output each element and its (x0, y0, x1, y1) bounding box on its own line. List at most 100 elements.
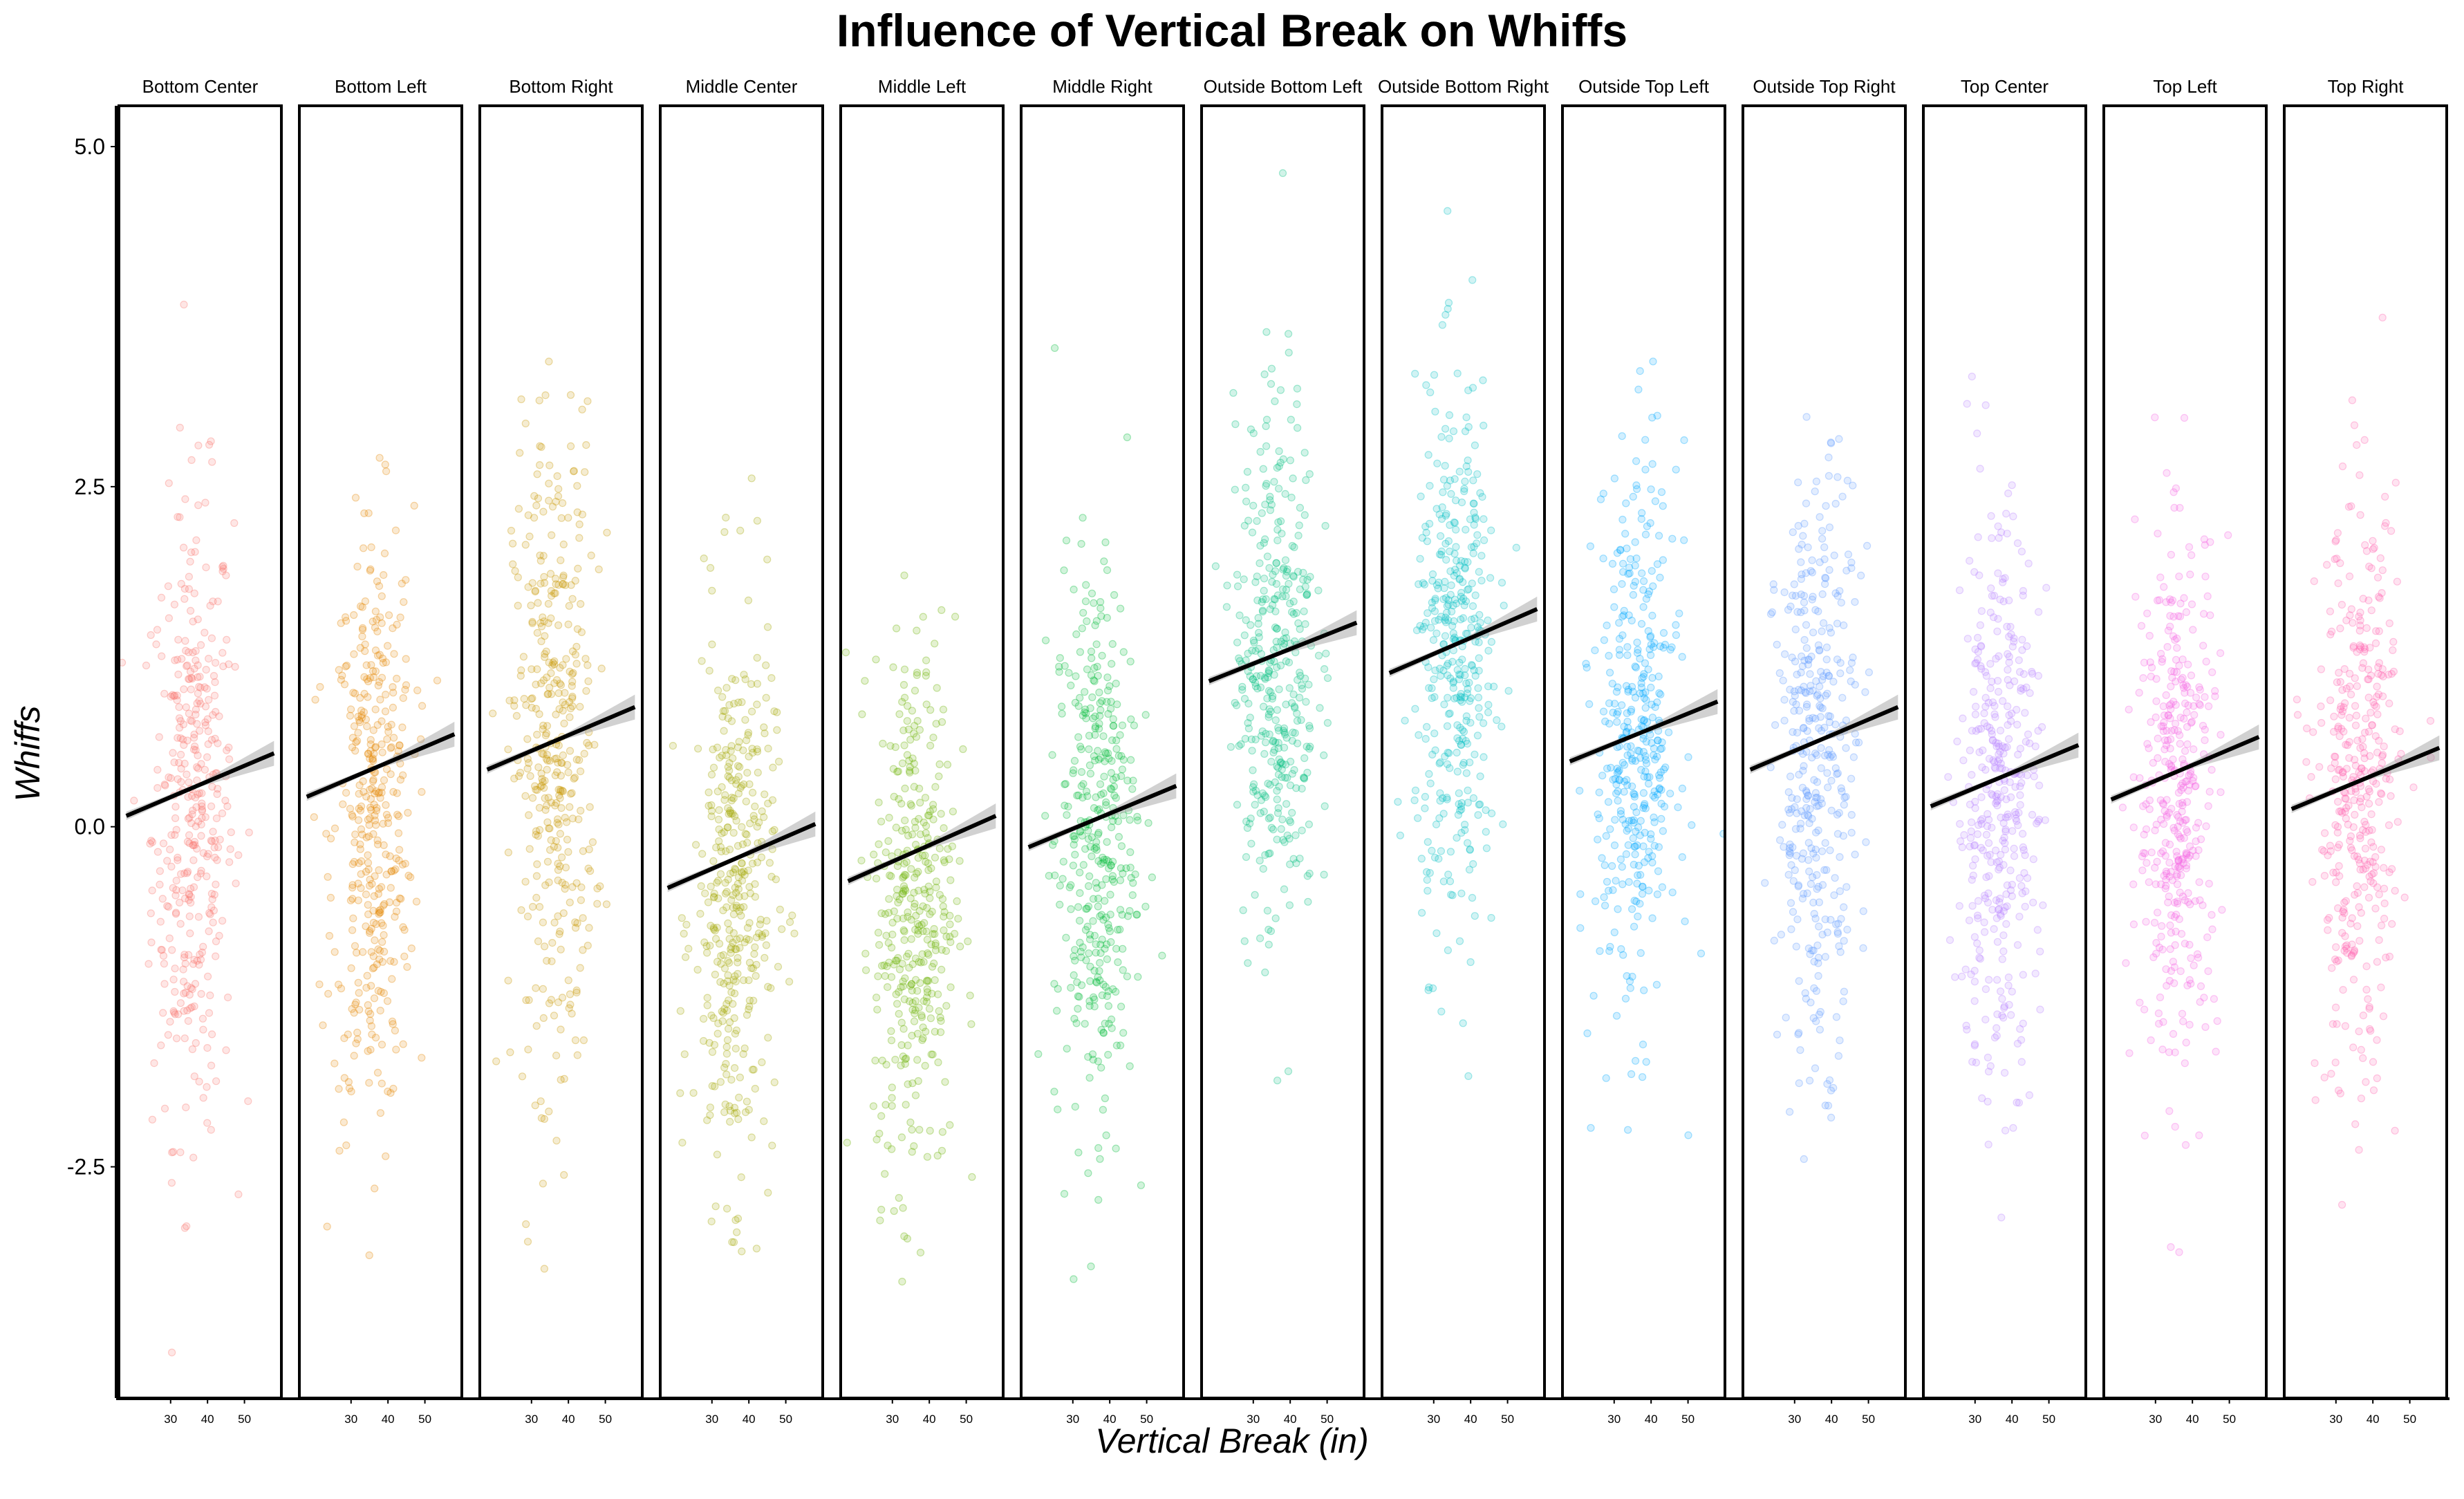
data-point (171, 891, 180, 900)
data-point (703, 1116, 711, 1124)
data-point (730, 1014, 738, 1023)
data-point (1128, 785, 1137, 793)
data-point (897, 1041, 906, 1050)
data-point (579, 847, 588, 855)
data-point (922, 829, 930, 837)
data-point (1620, 788, 1628, 796)
data-point (1296, 625, 1304, 633)
data-point (935, 891, 944, 899)
data-point (1473, 732, 1482, 740)
data-point (1804, 812, 1813, 820)
data-point (398, 579, 406, 588)
data-point (531, 587, 539, 596)
data-point (530, 782, 539, 790)
data-point (1465, 866, 1474, 874)
data-point (2002, 795, 2010, 803)
data-point (2176, 888, 2184, 897)
data-point (2166, 714, 2174, 723)
data-point (1998, 1012, 2006, 1020)
data-point (1242, 656, 1250, 664)
data-point (893, 862, 902, 870)
data-point (197, 832, 205, 840)
data-point (926, 741, 935, 750)
data-point (2332, 536, 2340, 544)
data-point (2143, 609, 2152, 617)
data-point (2351, 784, 2360, 793)
panel-border (478, 104, 644, 1399)
data-point (1249, 780, 1258, 788)
data-point (1619, 568, 1627, 576)
data-point (1459, 614, 1468, 622)
data-point (1073, 791, 1081, 800)
data-point (393, 620, 401, 629)
data-point (544, 689, 552, 698)
data-point (1262, 328, 1271, 336)
data-point (727, 797, 736, 805)
data-point (554, 621, 563, 629)
data-point (2142, 918, 2150, 926)
data-point (915, 1126, 924, 1134)
data-point (545, 824, 553, 832)
data-point (2369, 1058, 2378, 1066)
data-point (1286, 599, 1294, 608)
data-point (1279, 836, 1287, 844)
data-point (1633, 485, 1641, 494)
data-point (564, 620, 572, 629)
data-point (360, 788, 368, 796)
data-point (532, 830, 540, 839)
data-point (1654, 867, 1663, 875)
data-point (1464, 799, 1472, 807)
data-point (230, 519, 239, 528)
data-point (736, 526, 745, 535)
data-point (1425, 770, 1433, 779)
data-point (1995, 866, 2003, 874)
data-point (335, 666, 343, 674)
data-point (550, 660, 559, 669)
data-point (187, 717, 196, 725)
data-point (353, 736, 362, 745)
data-point (2359, 595, 2367, 603)
data-point (1441, 752, 1449, 761)
data-point (1450, 475, 1459, 483)
data-point (1292, 608, 1300, 617)
data-point (1797, 686, 1805, 695)
data-point (722, 745, 730, 754)
data-point (2357, 1095, 2365, 1103)
data-point (737, 911, 745, 920)
data-point (1302, 476, 1310, 485)
data-point (1818, 527, 1827, 535)
data-point (1811, 914, 1820, 923)
data-point (1303, 575, 1312, 584)
data-point (1437, 671, 1445, 680)
data-point (1094, 725, 1103, 733)
data-point (1814, 971, 1822, 980)
data-point (1426, 519, 1434, 528)
data-point (1808, 947, 1816, 955)
data-point (1825, 718, 1833, 727)
data-point (1828, 751, 1836, 759)
data-point (1126, 1062, 1134, 1070)
data-point (1830, 891, 1838, 900)
data-point (727, 747, 735, 755)
data-point (1802, 499, 1811, 508)
data-point (933, 1151, 942, 1160)
data-point (924, 951, 933, 959)
data-point (1271, 595, 1279, 604)
data-point (541, 794, 549, 803)
data-point (2190, 774, 2198, 782)
data-point (549, 658, 557, 667)
data-point (193, 699, 201, 707)
data-point (1434, 584, 1442, 593)
data-point (785, 978, 794, 986)
data-point (2339, 772, 2347, 781)
data-point (774, 757, 783, 766)
data-point (1289, 610, 1298, 618)
data-point (1803, 727, 1811, 735)
data-point (888, 1145, 896, 1153)
data-point (1648, 914, 1656, 922)
data-point (1083, 665, 1092, 673)
data-point (1600, 893, 1608, 902)
data-point (1280, 640, 1289, 648)
data-point (2190, 702, 2198, 710)
data-point (1444, 870, 1453, 879)
